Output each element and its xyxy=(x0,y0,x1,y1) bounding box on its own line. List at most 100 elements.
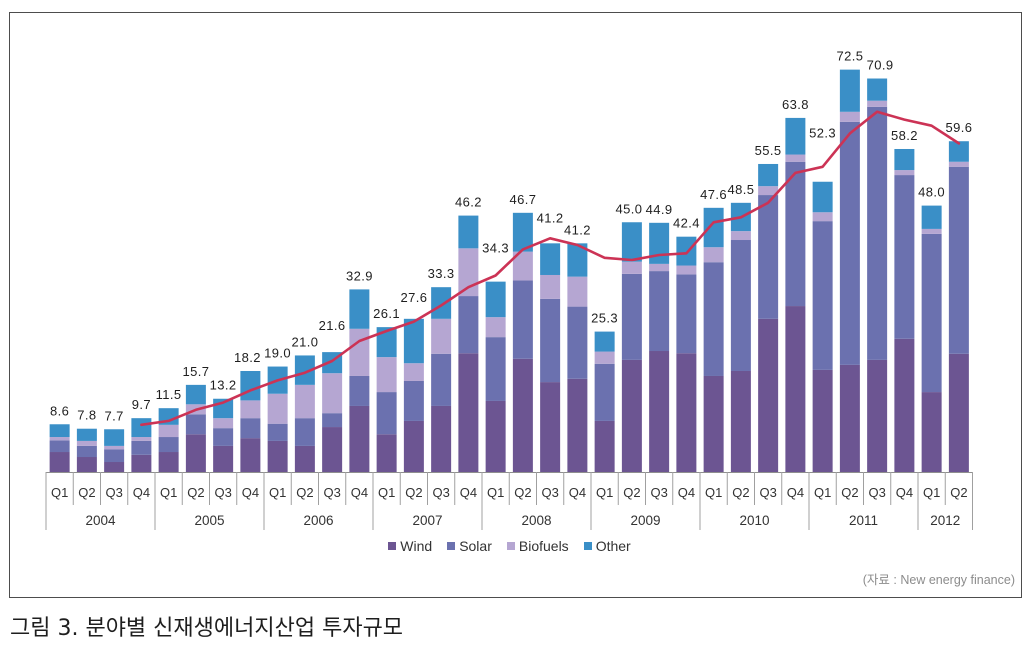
bar-wind-2007-q2 xyxy=(403,420,424,472)
year-label-2007: 2007 xyxy=(412,513,442,528)
bar-biofuels-2009-q2 xyxy=(621,261,642,274)
bar-solar-2012-q1 xyxy=(921,233,942,393)
bar-biofuels-2008-q4 xyxy=(567,276,588,307)
bar-solar-2005-q2 xyxy=(185,414,206,435)
x-axis: Q1 Q2 Q3 Q4 Q1 Q2 Q3 Q4 Q1 Q2 Q3 Q4 Q1 Q2 Q3 Q4 Q1 Q2 Q3 Q4… xyxy=(45,472,973,530)
quarter-label-2010-q2: Q2 xyxy=(732,485,749,500)
bar-solar-2009-q4 xyxy=(676,274,697,354)
bar-solar-2005-q3 xyxy=(213,428,234,446)
year-label-2004: 2004 xyxy=(85,513,116,528)
bar-other-2011-q4 xyxy=(894,148,915,171)
quarter-label-2004-q1: Q1 xyxy=(51,485,68,500)
total-label-2012-q1: 48.0 xyxy=(918,185,945,200)
bar-other-2004-q3 xyxy=(104,429,125,446)
total-label-2005-q1: 11.5 xyxy=(156,387,182,402)
total-label-2011-q4: 58.2 xyxy=(891,128,918,143)
bar-biofuels-2004-q1 xyxy=(49,437,70,441)
legend-label-wind: Wind xyxy=(400,538,433,554)
bar-biofuels-2007-q1 xyxy=(376,357,397,393)
year-label-2010: 2010 xyxy=(739,513,769,528)
bar-solar-2010-q3 xyxy=(758,195,779,319)
total-label-2005-q2: 15.7 xyxy=(182,364,209,379)
total-label-2010-q1: 47.6 xyxy=(700,187,727,202)
bar-solar-2009-q2 xyxy=(621,273,642,360)
bar-solar-2006-q2 xyxy=(294,418,315,446)
quarter-label-2006-q4: Q4 xyxy=(351,485,368,500)
year-label-2008: 2008 xyxy=(521,513,551,528)
bar-biofuels-2008-q2 xyxy=(512,251,533,281)
bar-other-2007-q2 xyxy=(403,318,424,364)
bar-wind-2006-q1 xyxy=(267,440,288,472)
bar-other-2009-q3 xyxy=(649,222,670,264)
total-label-2009-q4: 42.4 xyxy=(673,216,700,231)
total-label-2012-q2: 59.6 xyxy=(945,120,972,135)
legend-item-wind: Wind xyxy=(388,538,432,554)
total-label-2011-q1: 52.3 xyxy=(809,126,836,141)
bar-other-2012-q1 xyxy=(921,205,942,229)
quarter-label-2011-q2: Q2 xyxy=(841,485,858,500)
bar-biofuels-2012-q2 xyxy=(948,161,969,167)
bar-wind-2012-q1 xyxy=(921,392,942,472)
bar-other-2008-q1 xyxy=(485,281,506,318)
quarter-label-2009-q2: Q2 xyxy=(623,485,640,500)
bar-other-2007-q1 xyxy=(376,327,397,358)
bar-other-2008-q4 xyxy=(567,243,588,277)
year-label-2012: 2012 xyxy=(930,513,960,528)
bar-wind-2009-q1 xyxy=(594,420,615,472)
quarter-label-2010-q3: Q3 xyxy=(759,485,776,500)
total-label-2007-q4: 46.2 xyxy=(455,195,482,210)
legend-item-biofuels: Biofuels xyxy=(506,538,569,554)
bar-biofuels-2007-q2 xyxy=(403,363,424,381)
quarter-label-2012-q1: Q1 xyxy=(923,485,940,500)
bar-biofuels-2010-q3 xyxy=(758,186,779,196)
quarter-label-2011-q3: Q3 xyxy=(868,485,885,500)
bar-wind-2010-q1 xyxy=(703,375,724,473)
bar-solar-2011-q1 xyxy=(812,221,833,370)
bar-wind-2008-q4 xyxy=(567,378,588,472)
quarter-label-2012-q2: Q2 xyxy=(950,485,967,500)
total-label-2006-q3: 21.6 xyxy=(319,318,346,333)
legend-label-solar: Solar xyxy=(459,538,492,554)
quarter-label-2007-q1: Q1 xyxy=(378,485,395,500)
legend: Wind Solar Biofuels Other xyxy=(46,538,973,554)
bar-wind-2004-q4 xyxy=(131,454,152,472)
legend-swatch-biofuels xyxy=(506,542,515,550)
legend-item-other: Other xyxy=(583,538,631,554)
bar-biofuels-2007-q3 xyxy=(431,318,452,354)
quarter-label-2006-q2: Q2 xyxy=(296,485,313,500)
bar-wind-2007-q1 xyxy=(376,434,397,472)
quarter-label-2005-q3: Q3 xyxy=(214,485,231,500)
bar-wind-2007-q4 xyxy=(458,353,479,472)
bar-solar-2011-q3 xyxy=(867,106,888,360)
figure-caption: 그림 3. 분야별 신재생에너지산업 투자규모 xyxy=(10,616,404,641)
bar-wind-2009-q4 xyxy=(676,353,697,472)
total-label-2007-q1: 26.1 xyxy=(373,306,400,321)
bar-biofuels-2011-q2 xyxy=(839,111,860,122)
bar-solar-2006-q1 xyxy=(267,423,288,441)
bar-wind-2010-q2 xyxy=(730,370,751,472)
bar-biofuels-2006-q2 xyxy=(294,384,315,419)
bar-wind-2009-q2 xyxy=(621,359,642,472)
bar-wind-2004-q3 xyxy=(104,462,125,472)
bar-biofuels-2004-q4 xyxy=(131,437,152,441)
data-labels-layer: 8.6 7.8 7.7 9.7 11.515.713.2 18.2 19.021.021.6… xyxy=(50,49,972,424)
bar-biofuels-2008-q1 xyxy=(485,317,506,338)
bar-biofuels-2010-q4 xyxy=(785,154,806,162)
quarter-label-2010-q4: Q4 xyxy=(787,485,804,500)
bar-other-2011-q1 xyxy=(812,181,833,213)
year-label-2009: 2009 xyxy=(630,513,660,528)
bar-biofuels-2006-q1 xyxy=(267,393,288,424)
bar-wind-2005-q3 xyxy=(213,445,234,473)
total-label-2010-q2: 48.5 xyxy=(727,182,754,197)
bar-solar-2008-q3 xyxy=(540,298,561,383)
bar-biofuels-2009-q3 xyxy=(649,263,670,272)
bar-wind-2010-q4 xyxy=(785,306,806,472)
bar-solar-2010-q2 xyxy=(730,240,751,371)
total-label-2004-q3: 7.7 xyxy=(104,408,123,423)
year-label-2011: 2011 xyxy=(849,513,878,528)
bar-solar-2004-q3 xyxy=(104,449,125,463)
total-label-2010-q3: 55.5 xyxy=(755,143,782,158)
bar-wind-2005-q1 xyxy=(158,452,179,472)
bar-wind-2011-q3 xyxy=(867,359,888,472)
bar-other-2009-q4 xyxy=(676,236,697,266)
